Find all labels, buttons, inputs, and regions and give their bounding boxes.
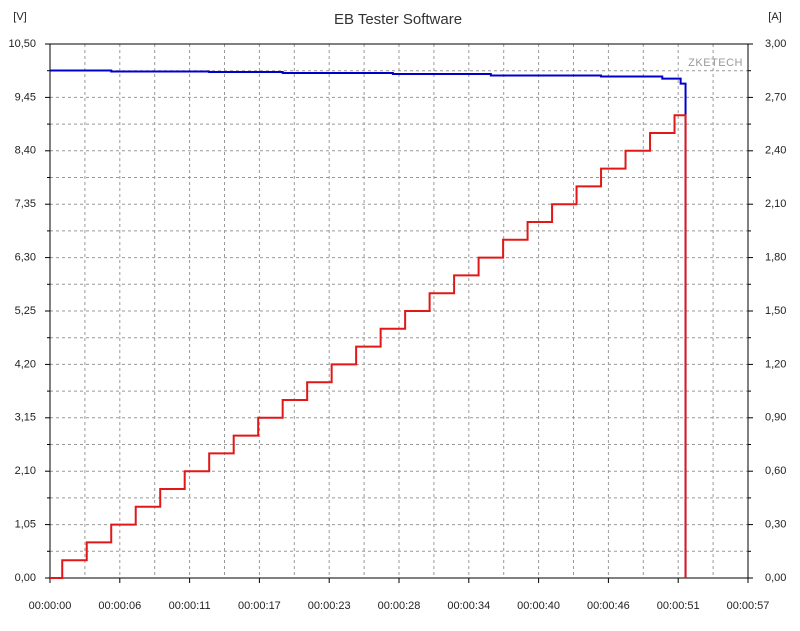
plot-frame	[49, 43, 749, 579]
y2-tick-label: 1,80	[765, 252, 786, 264]
x-tick-label: 00:00:17	[238, 600, 281, 612]
y-tick-label: 3,15	[15, 412, 36, 424]
y2-tick-label: 0,60	[765, 465, 786, 477]
watermark: ZKETECH	[688, 57, 743, 69]
x-tick-label: 00:00:28	[378, 600, 421, 612]
y-tick-label: 5,25	[15, 305, 36, 317]
y-tick-label: 2,10	[15, 465, 36, 477]
y-tick-label: 7,35	[15, 198, 36, 210]
data-line	[50, 69, 687, 578]
x-tick-label: 00:00:23	[308, 600, 351, 612]
data-line	[50, 114, 687, 579]
y2-tick-label: 2,40	[765, 145, 786, 157]
x-tick-label: 00:00:46	[587, 600, 630, 612]
y2-tick-label: 0,00	[765, 572, 786, 584]
x-tick-label: 00:00:51	[657, 600, 700, 612]
y2-tick-label: 2,10	[765, 198, 786, 210]
x-tick-label: 00:00:34	[447, 600, 490, 612]
y-axis-label: [V]	[13, 11, 26, 23]
x-tick-label: 00:00:00	[29, 600, 72, 612]
y-tick-label: 4,20	[15, 358, 36, 370]
y-tick-label: 10,50	[8, 38, 36, 50]
y2-axis-label: [A]	[768, 11, 781, 23]
y2-tick-label: 0,30	[765, 519, 786, 531]
x-tick-label: 00:00:06	[98, 600, 141, 612]
y2-tick-label: 3,00	[765, 38, 786, 50]
y-tick-label: 9,45	[15, 91, 36, 103]
y2-tick-label: 2,70	[765, 91, 786, 103]
y2-tick-label: 0,90	[765, 412, 786, 424]
x-tick-label: 00:00:11	[169, 600, 211, 612]
x-tick-label: 00:00:57	[727, 600, 770, 612]
x-tick-label: 00:00:40	[517, 600, 560, 612]
y2-tick-label: 1,20	[765, 358, 786, 370]
y-tick-label: 6,30	[15, 252, 36, 264]
y-tick-label: 1,05	[15, 519, 36, 531]
chart-title: EB Tester Software	[334, 11, 462, 28]
y2-tick-label: 1,50	[765, 305, 786, 317]
y-tick-label: 0,00	[15, 572, 36, 584]
y-tick-label: 8,40	[15, 145, 36, 157]
